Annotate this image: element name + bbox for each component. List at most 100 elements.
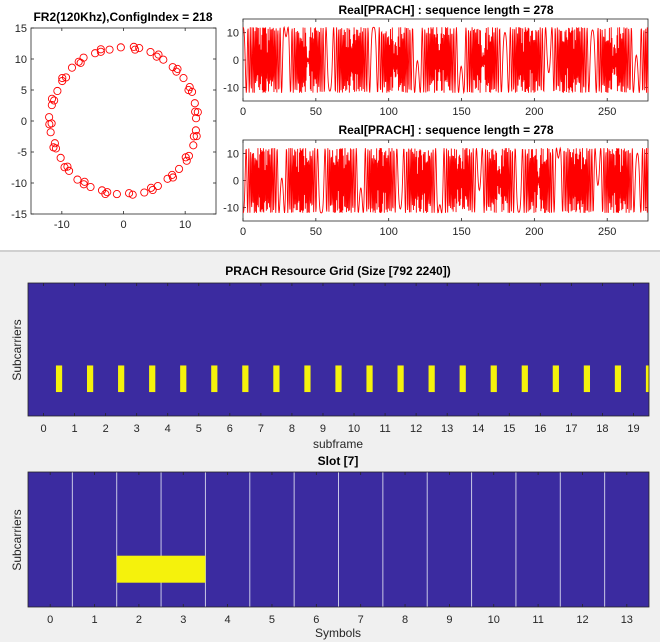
slot-axes-box [27, 471, 650, 608]
constellation-point [79, 53, 88, 62]
prach-real-2-title: Real[PRACH] : sequence length = 278 [338, 123, 553, 137]
constellation-point [168, 173, 178, 182]
slot-symbol-boundaries [71, 472, 606, 607]
constellation-point [67, 63, 77, 72]
prach-occasion-cell [273, 365, 280, 393]
x-tick-label: 0 [120, 219, 126, 231]
constellation-point [192, 132, 201, 141]
constellation-points [45, 42, 202, 199]
x-tick-label: 50 [310, 226, 322, 238]
prach-occasion-cell [552, 365, 559, 393]
x-tick-label: 0 [240, 226, 246, 238]
constellation-point [191, 107, 200, 116]
constellation-point [112, 190, 121, 199]
constellation-point [73, 175, 82, 184]
prach-occasion-cell [118, 365, 125, 393]
x-tick-label: 18 [596, 423, 608, 435]
x-tick-label: 3 [180, 614, 186, 626]
constellation-point [96, 47, 105, 56]
prach-real-1-series-line [242, 25, 649, 95]
resource-grid-panel: PRACH Resource Grid (Size [792 2240]) 0 1… [10, 264, 650, 451]
x-tick-label: 11 [532, 614, 543, 626]
constellation-point [61, 73, 71, 82]
resource-grid-xlabel: subframe [313, 437, 363, 451]
constellation-point [58, 73, 67, 83]
constellation-point [154, 50, 163, 59]
prach-real-1-title: Real[PRACH] : sequence length = 278 [338, 3, 553, 17]
resource-grid-occupied-cells [55, 365, 649, 393]
x-tick-label: 8 [402, 614, 408, 626]
constellation-point [80, 177, 89, 186]
prach-occasion-cell [211, 365, 218, 393]
x-tick-label: 12 [576, 614, 588, 626]
x-tick-label: 100 [380, 226, 398, 238]
prach-occasion-cell [614, 365, 622, 393]
constellation-point [163, 174, 172, 183]
y-tick-label: 10 [227, 149, 239, 161]
x-tick-label: 12 [410, 423, 422, 435]
x-tick-label: 100 [380, 106, 398, 118]
constellation-point [179, 74, 188, 83]
x-tick-label: 150 [452, 106, 470, 118]
constellation-point [189, 132, 198, 141]
constellation-point [49, 143, 58, 152]
prach-occasion-cell [86, 365, 94, 393]
prach-occasion-cell [645, 365, 649, 393]
constellation-panel: FR2(120Khz),ConfigIndex = 218 -10 0 10 15 10… [11, 10, 217, 231]
x-tick-label: 50 [310, 106, 322, 118]
x-tick-label: 3 [134, 423, 140, 435]
resource-grid-ylabel: Subcarriers [10, 319, 24, 380]
prach-occasion-cell [180, 365, 187, 393]
constellation-point [187, 87, 197, 96]
constellation-point [190, 99, 199, 108]
y-tick-label: 0 [233, 176, 239, 188]
x-tick-label: 8 [289, 423, 295, 435]
x-tick-label: 5 [196, 423, 202, 435]
slot-occupied-block [116, 555, 206, 583]
constellation-point [135, 44, 144, 53]
x-tick-label: 5 [269, 614, 275, 626]
slot-xlabel: Symbols [315, 626, 361, 640]
x-tick-label: 7 [258, 423, 264, 435]
x-tick-label: 9 [320, 423, 326, 435]
constellation-point [130, 45, 140, 54]
x-tick-label: 0 [240, 106, 246, 118]
x-tick-label: 0 [47, 614, 53, 626]
constellation-point [47, 101, 56, 110]
prach-occasion-cell [55, 365, 63, 393]
constellation-point [45, 113, 54, 122]
y-tick-label: -10 [223, 82, 239, 94]
y-tick-label: 10 [227, 28, 239, 40]
slot-ylabel: Subcarriers [10, 509, 24, 570]
constellation-point [60, 163, 69, 172]
x-tick-label: 4 [225, 614, 231, 626]
x-tick-label: 250 [598, 226, 616, 238]
x-tick-label: 250 [598, 106, 616, 118]
constellation-point [146, 47, 155, 57]
resource-grid-background [28, 283, 649, 416]
x-tick-label: 1 [72, 423, 78, 435]
x-tick-label: 10 [179, 219, 191, 231]
constellation-point [96, 45, 105, 54]
x-tick-label: 200 [525, 106, 543, 118]
x-tick-label: 6 [313, 614, 319, 626]
y-tick-label: -10 [11, 178, 27, 190]
prach-occasion-cell [366, 365, 373, 393]
slot-title: Slot [7] [318, 454, 359, 468]
prach-real-2-series-line [242, 146, 649, 214]
constellation-point [182, 156, 191, 165]
x-tick-label: 11 [379, 423, 390, 435]
prach-occasion-cell [521, 365, 528, 393]
x-tick-label: 2 [136, 614, 142, 626]
x-tick-label: 4 [165, 423, 171, 435]
x-tick-label: 13 [621, 614, 633, 626]
constellation-point [191, 126, 200, 135]
x-tick-label: 16 [534, 423, 546, 435]
constellation-point [86, 182, 95, 192]
constellation-point [152, 52, 161, 61]
constellation-point [148, 185, 157, 195]
prach-occasion-cell [428, 365, 435, 393]
constellation-point [125, 189, 134, 198]
